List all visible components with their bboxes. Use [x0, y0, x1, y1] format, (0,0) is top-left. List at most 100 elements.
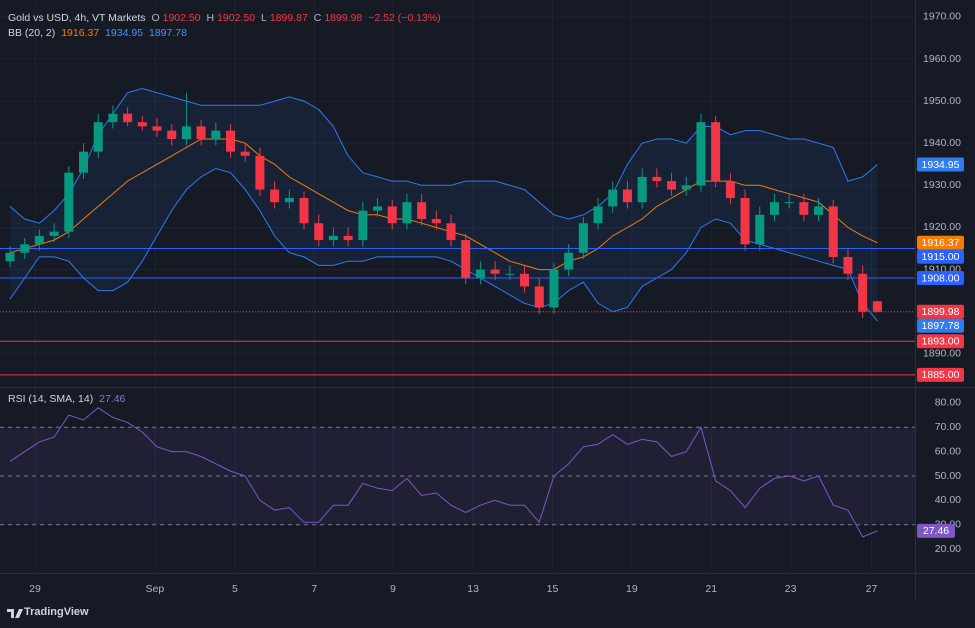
candle-body — [5, 252, 15, 262]
x-tick-label: 9 — [390, 583, 396, 595]
candle-body — [314, 223, 324, 241]
x-tick-label: 27 — [866, 583, 878, 595]
bb-label: BB (20, 2) — [8, 27, 56, 39]
ohlc-value: 1902.50 — [217, 12, 256, 24]
candle-body — [681, 185, 691, 190]
ohlc-key: O — [151, 12, 160, 24]
change: −2.52 (−0.13%) — [368, 12, 441, 24]
candle-body — [152, 126, 162, 131]
y-tick-label: 1940.00 — [923, 137, 961, 149]
candle-body — [79, 151, 89, 173]
candle-body — [461, 240, 471, 279]
x-tick-label: 15 — [547, 583, 559, 595]
price-tag — [917, 249, 964, 264]
price-tag — [917, 318, 964, 333]
bb-legend: BB (20, 2) 1916.37 1934.95 1897.78 — [8, 27, 190, 39]
candle-body — [373, 206, 383, 211]
candle-body — [872, 301, 882, 312]
rsi-tag — [917, 523, 955, 538]
candle-body — [578, 223, 588, 253]
candle-body — [740, 197, 750, 245]
rsi-line — [9, 407, 878, 538]
candle-body — [622, 189, 632, 203]
candle-body — [608, 189, 618, 207]
y-tick-label: 60.00 — [935, 445, 961, 457]
candle-body — [637, 176, 647, 203]
price-tag — [917, 334, 964, 349]
candle-body — [34, 235, 44, 245]
candle-body — [167, 130, 177, 140]
bb-lower — [9, 167, 878, 322]
price-tag-label: 1899.98 — [922, 306, 960, 318]
y-tick-label: 1930.00 — [923, 179, 961, 191]
candle-body — [828, 206, 838, 257]
y-tick-label: 1970.00 — [923, 11, 961, 23]
ohlc-value: 1902.50 — [162, 12, 201, 24]
candle-body — [108, 113, 118, 123]
candle-body — [725, 181, 735, 198]
candle-body — [328, 235, 338, 241]
candle-body — [593, 206, 603, 224]
x-tick-label: Sep — [146, 583, 165, 595]
candle-body — [667, 181, 677, 190]
y-tick-label: 80.00 — [935, 397, 961, 409]
price-tag-label: 1934.95 — [922, 159, 960, 171]
candle-body — [431, 219, 441, 224]
candle-body — [843, 256, 853, 274]
candle-body — [181, 126, 191, 140]
logo-icon — [7, 609, 23, 618]
candle-body — [123, 113, 133, 123]
candle-body — [520, 273, 530, 287]
y-tick-label: 1950.00 — [923, 95, 961, 107]
candle-body — [387, 206, 397, 224]
candle-body — [814, 206, 824, 215]
candle-body — [696, 122, 706, 186]
y-tick-label: 70.00 — [935, 421, 961, 433]
price-tag — [917, 235, 964, 250]
price-tag-label: 1908.00 — [922, 272, 960, 284]
candle-body — [549, 269, 559, 308]
candle-body — [534, 286, 544, 308]
candle-body — [505, 273, 515, 275]
price-tag — [917, 367, 964, 382]
rsi-label: RSI (14, SMA, 14) — [8, 393, 94, 405]
bb-value: 1934.95 — [105, 27, 144, 39]
y-tick-label: 1960.00 — [923, 53, 961, 65]
x-tick-label: 7 — [311, 583, 317, 595]
bb-value: 1916.37 — [61, 27, 100, 39]
candle-body — [196, 126, 206, 140]
ohlc-value: 1899.98 — [324, 12, 363, 24]
x-tick-label: 5 — [232, 583, 238, 595]
rsi-tag-label: 27.46 — [923, 525, 949, 537]
x-tick-label: 23 — [785, 583, 797, 595]
rsi-legend: RSI (14, SMA, 14) 27.46 — [8, 393, 128, 405]
rsi-value: 27.46 — [99, 393, 126, 405]
candle-body — [226, 130, 236, 152]
candle-body — [784, 202, 794, 204]
candle-body — [652, 176, 662, 182]
y-tick-label: 20.00 — [935, 543, 961, 555]
x-tick-label: 21 — [705, 583, 717, 595]
candle-body — [211, 130, 221, 140]
price-tag-label: 1893.00 — [922, 335, 960, 347]
symbol-title: Gold vs USD, 4h, VT Markets — [8, 12, 146, 24]
candle-body — [299, 197, 309, 224]
candle-body — [240, 151, 250, 156]
bb-value: 1897.78 — [148, 27, 187, 39]
price-tag-label: 1885.00 — [922, 369, 960, 381]
candle-body — [402, 202, 412, 224]
price-tag-label: 1915.00 — [922, 251, 960, 263]
candle-body — [755, 214, 765, 245]
candle-body — [284, 197, 294, 203]
price-tag-label: 1897.78 — [922, 320, 960, 332]
x-tick-label: 19 — [626, 583, 638, 595]
candle-body — [49, 231, 59, 236]
candle-body — [93, 122, 103, 152]
candle-body — [799, 202, 809, 215]
candle-body — [490, 269, 500, 274]
bb-upper — [9, 87, 878, 224]
candle-body — [711, 122, 721, 182]
candle-body — [564, 252, 574, 270]
y-tick-label: 1890.00 — [923, 348, 961, 360]
